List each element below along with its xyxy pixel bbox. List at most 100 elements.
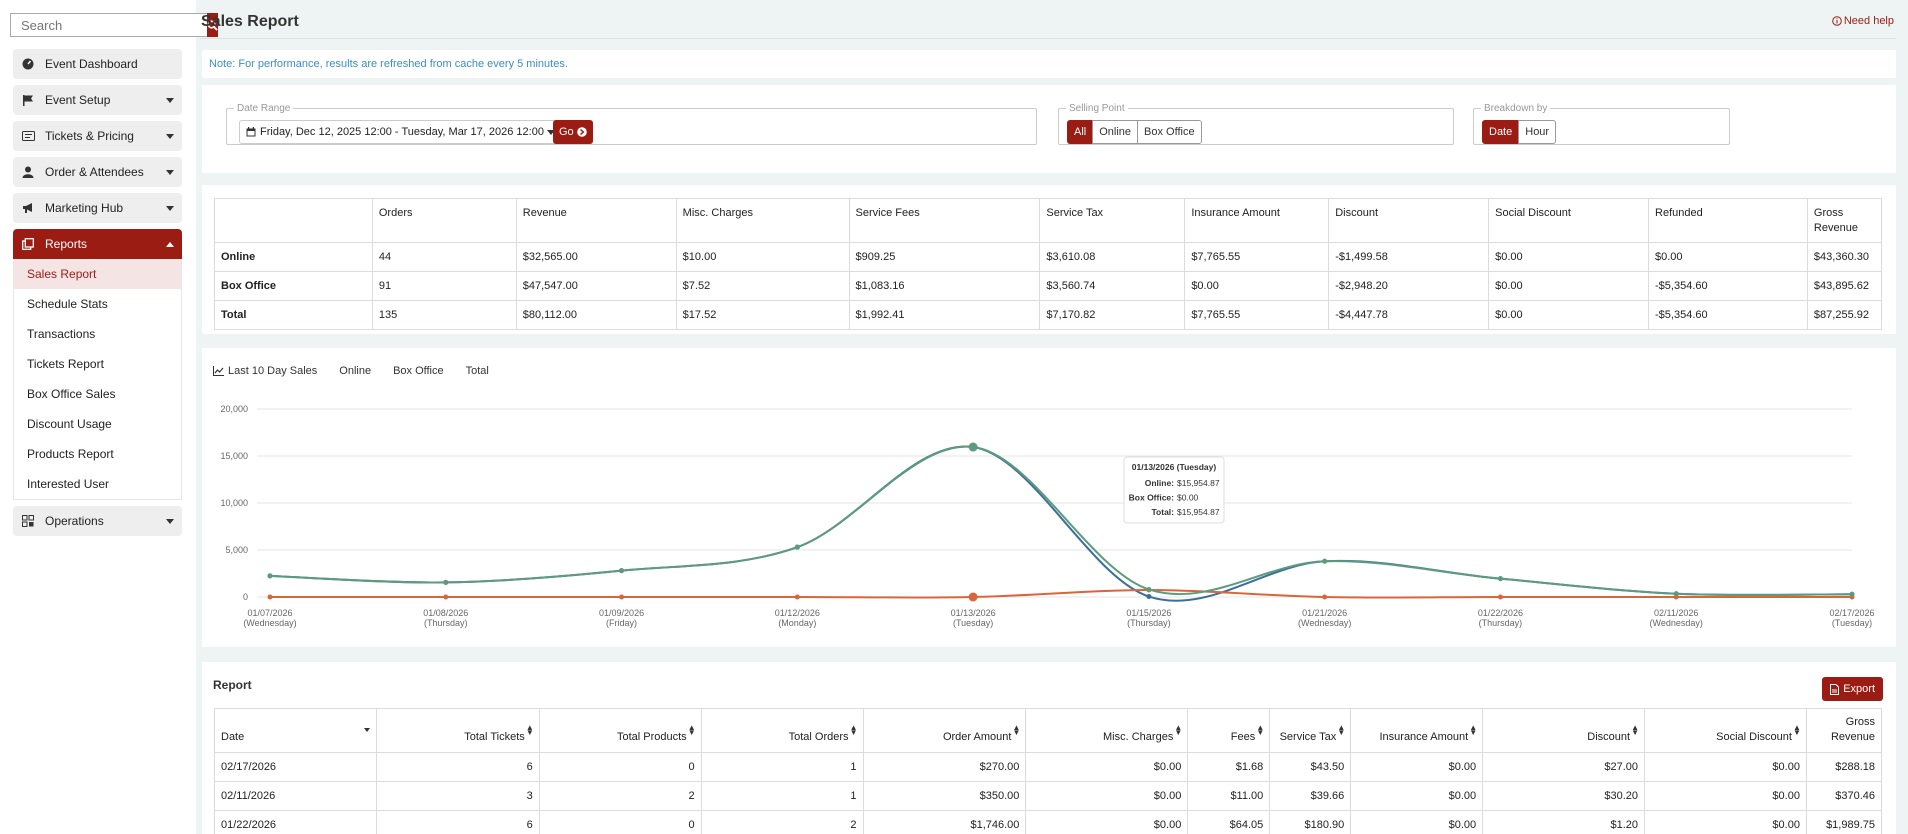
column-header-total-orders[interactable]: Total Orders ▲ ▼ — [700, 708, 864, 753]
tab-online[interactable]: Online — [339, 365, 372, 377]
summary-cell: $10.00 — [675, 242, 850, 272]
selling-point-toggle: All Online Box Office — [1067, 120, 1202, 144]
chart-tabs: Last 10 Day Sales Online Box Office Tota… — [213, 365, 489, 377]
submenu-interested-user[interactable]: Interested User — [27, 477, 110, 491]
summary-cell: -$1,499.58 — [1328, 242, 1490, 272]
y-tick-label: 0 — [243, 592, 248, 602]
table-cell: 6 — [375, 810, 540, 834]
column-header-service-tax[interactable]: Service Tax ▲ ▼ — [1269, 708, 1352, 753]
selling-point-all[interactable]: All — [1067, 120, 1094, 144]
need-help-link[interactable]: Need help — [1832, 15, 1894, 27]
submenu-schedule-stats[interactable]: Schedule Stats — [27, 297, 108, 311]
sidebar-item-event-setup[interactable]: Event Setup — [13, 85, 182, 115]
export-button[interactable]: Export — [1822, 677, 1883, 701]
x-tick-label: 01/08/2026 — [423, 608, 468, 618]
date-range-picker[interactable]: Friday, Dec 12, 2025 12:00 - Tuesday, Ma… — [239, 120, 560, 144]
file-pdf-icon — [1830, 683, 1840, 695]
sidebar-item-operations[interactable]: Operations — [13, 506, 182, 536]
search-input[interactable] — [10, 13, 207, 37]
x-tick-label: 01/09/2026 — [599, 608, 644, 618]
summary-cell: $1,083.16 — [848, 271, 1041, 301]
column-header-misc-charges[interactable]: Misc. Charges ▲ ▼ — [1025, 708, 1189, 753]
breakdown-date[interactable]: Date — [1482, 120, 1520, 144]
sort-icon: ▲ ▼ — [525, 723, 534, 737]
tooltip-value: $15,954.87 — [1177, 478, 1220, 488]
summary-header: Social Discount — [1488, 198, 1650, 243]
table-cell: $0.00 — [1644, 752, 1807, 782]
sort-icon: ▲ ▼ — [1256, 723, 1265, 737]
column-header-total-tickets[interactable]: Total Tickets ▲ ▼ — [375, 708, 540, 753]
summary-panel: Orders Revenue Misc. Charges Service Fee… — [202, 185, 1896, 334]
summary-cell: 135 — [371, 300, 517, 330]
x-tick-label: 01/15/2026 — [1126, 608, 1171, 618]
line-chart-icon — [213, 366, 224, 376]
selling-point-box-office[interactable]: Box Office — [1137, 120, 1202, 144]
report-title: Report — [213, 678, 252, 692]
summary-header: Orders — [371, 198, 517, 243]
data-point — [443, 594, 449, 600]
sidebar-item-label: Event Setup — [45, 93, 111, 107]
summary-cell: $0.00 — [1488, 300, 1650, 330]
submenu-transactions[interactable]: Transactions — [27, 327, 96, 341]
sidebar-item-order-attendees[interactable]: Order & Attendees — [13, 157, 182, 187]
submenu-tickets-report[interactable]: Tickets Report — [27, 357, 104, 371]
summary-body: Online 44 $32,565.00 $10.00 $909.25 $3,610.08… — [214, 242, 1883, 330]
sidebar-item-tickets-pricing[interactable]: Tickets & Pricing — [13, 121, 182, 151]
summary-header-row: Orders Revenue Misc. Charges Service Fee… — [214, 198, 1883, 243]
submenu-sales-report[interactable]: Sales Report — [14, 259, 181, 289]
sidebar-item-event-dashboard[interactable]: Event Dashboard — [13, 49, 182, 79]
column-header-order-amount[interactable]: Order Amount ▲ ▼ — [862, 708, 1027, 753]
summary-cell: $1,992.41 — [848, 300, 1041, 330]
summary-cell: $0.00 — [1184, 271, 1330, 301]
go-label: Go — [559, 126, 574, 138]
selling-point-online[interactable]: Online — [1092, 120, 1139, 144]
bullhorn-icon — [21, 201, 35, 215]
go-button[interactable]: Go — [553, 120, 593, 144]
table-cell: $1.68 — [1187, 752, 1271, 782]
chevron-up-icon — [166, 242, 174, 247]
summary-cell: $7.52 — [675, 271, 850, 301]
chevron-down-icon — [166, 134, 174, 139]
column-header-total-products[interactable]: Total Products ▲ ▼ — [538, 708, 702, 753]
column-header-social-discount[interactable]: Social Discount ▲ ▼ — [1644, 708, 1807, 753]
data-point — [1146, 594, 1152, 600]
series-line-box-office — [270, 588, 1852, 599]
search-button[interactable] — [207, 13, 218, 37]
tab-total[interactable]: Total — [465, 365, 489, 377]
header-label: Total Orders — [788, 731, 849, 743]
summary-cell: $7,170.82 — [1039, 300, 1186, 330]
submenu-box-office-sales[interactable]: Box Office Sales — [27, 387, 116, 401]
y-tick-label: 10,000 — [220, 498, 248, 508]
sidebar-item-marketing-hub[interactable]: Marketing Hub — [13, 193, 182, 223]
sort-icon: ▲ ▼ — [1469, 723, 1478, 737]
sidebar-item-reports[interactable]: Reports — [13, 229, 182, 259]
sales-line-chart: 05,00010,00015,00020,00001/07/2026(Wedne… — [220, 404, 1874, 628]
tab-last-10-day-sales[interactable]: Last 10 Day Sales — [213, 365, 317, 377]
summary-header: Misc. Charges — [675, 198, 850, 243]
table-cell: $370.46 — [1805, 781, 1883, 811]
sidebar-item-label: Operations — [45, 514, 104, 528]
column-header-gross-revenue[interactable]: Gross Revenue — [1805, 708, 1883, 753]
x-tick-label: 01/22/2026 — [1478, 608, 1523, 618]
data-point — [443, 579, 449, 585]
column-header-fees[interactable]: Fees ▲ ▼ — [1187, 708, 1271, 753]
submenu-discount-usage[interactable]: Discount Usage — [27, 417, 112, 431]
column-header-discount[interactable]: Discount ▲ ▼ — [1482, 708, 1646, 753]
report-panel: Report Export Date Total Tickets ▲ ▼ Total… — [202, 662, 1896, 834]
summary-cell: $32,565.00 — [515, 242, 677, 272]
data-point — [794, 544, 800, 550]
table-cell: $0.00 — [1644, 810, 1807, 834]
column-header-date[interactable]: Date — [214, 708, 377, 753]
chevron-down-icon — [546, 129, 555, 135]
column-header-insurance-amount[interactable]: Insurance Amount ▲ ▼ — [1350, 708, 1484, 753]
y-tick-label: 5,000 — [225, 545, 248, 555]
breakdown-hour[interactable]: Hour — [1518, 120, 1557, 144]
summary-cell: -$2,948.20 — [1328, 271, 1490, 301]
submenu-products-report[interactable]: Products Report — [27, 447, 114, 461]
x-tick-label: 01/07/2026 — [247, 608, 292, 618]
y-tick-label: 20,000 — [220, 404, 248, 414]
table-cell: 2 — [700, 810, 864, 834]
data-point — [1322, 594, 1328, 600]
tab-box-office[interactable]: Box Office — [393, 365, 444, 377]
page-title: Sales Report — [201, 13, 299, 30]
